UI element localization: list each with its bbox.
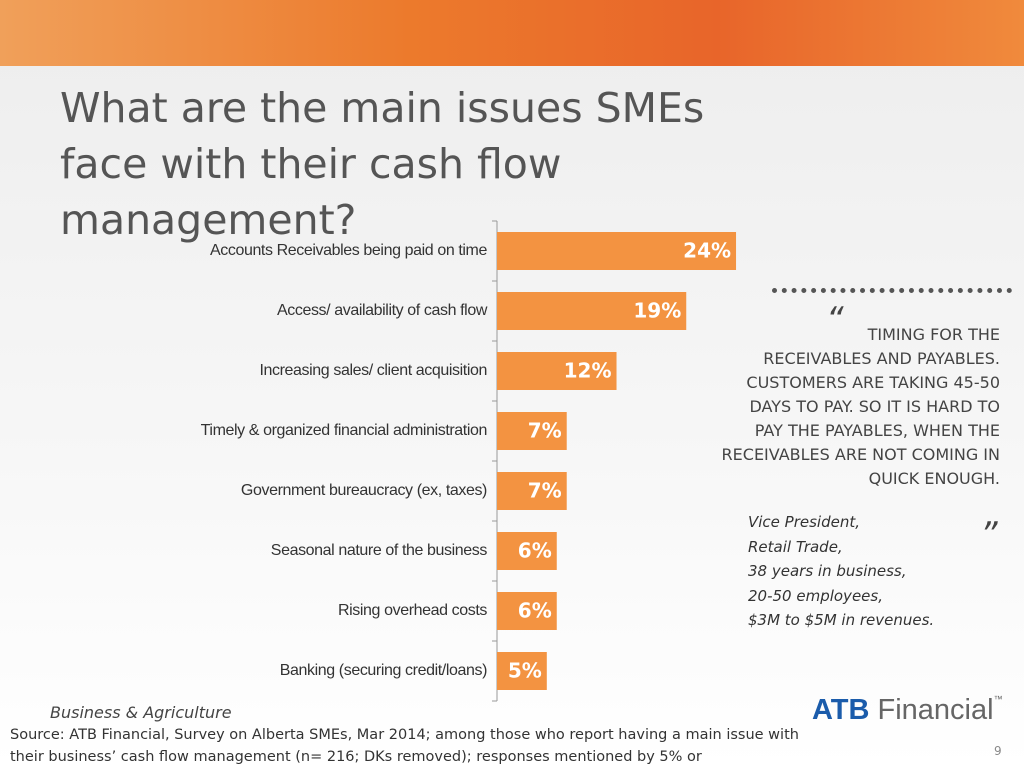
logo: ATB Financial™ — [812, 694, 1003, 727]
value-label: 19% — [633, 299, 681, 323]
bar — [497, 532, 557, 570]
bar — [497, 292, 687, 330]
category-label: Increasing sales/ client acquisition — [259, 362, 487, 379]
source-note: Source: ATB Financial, Survey on Alberta… — [10, 727, 799, 765]
attribution-line: $3M to $5M in revenues. — [748, 611, 935, 629]
logo-brand: ATB — [812, 694, 870, 726]
value-label: 24% — [683, 239, 731, 263]
header-banner — [0, 0, 1024, 66]
category-label: Seasonal nature of the business — [271, 542, 488, 559]
bar — [497, 412, 567, 450]
page-number: 9 — [994, 744, 1002, 758]
bar — [497, 232, 737, 270]
attribution: Vice President, Retail Trade, 38 years i… — [748, 510, 934, 633]
quote: TIMING FOR THE RECEIVABLES AND PAYABLES.… — [721, 325, 1000, 488]
section-label: Business & Agriculture — [50, 703, 232, 722]
category-label: Accounts Receivables being paid on time — [210, 242, 488, 259]
bar — [497, 472, 567, 510]
category-label: Timely & organized financial administrat… — [201, 422, 487, 439]
value-label: 12% — [564, 359, 612, 383]
slide-title: What are the main issues SMEs face with … — [60, 84, 705, 244]
value-label: 6% — [518, 539, 552, 563]
bar — [497, 352, 617, 390]
value-label: 7% — [528, 419, 562, 443]
category-label: Access/ availability of cash flow — [277, 302, 488, 319]
logo-mark: ™ — [993, 694, 1003, 704]
quote-close: ” — [980, 515, 998, 555]
attribution-line: 20-50 employees, — [748, 586, 883, 605]
category-label: Banking (securing credit/loans) — [280, 662, 487, 679]
attribution-line: 38 years in business, — [748, 562, 907, 580]
category-label: Rising overhead costs — [338, 602, 487, 619]
dotted-rule — [772, 288, 1012, 293]
logo-name: Financial — [877, 694, 994, 726]
bar — [497, 592, 557, 630]
value-label: 7% — [528, 479, 562, 503]
value-label: 6% — [518, 599, 552, 623]
quote-open: “ — [826, 300, 844, 340]
category-label: Government bureaucracy (ex, taxes) — [241, 482, 487, 499]
bar — [497, 652, 547, 690]
value-label: 5% — [508, 659, 542, 683]
attribution-line: Vice President, — [748, 513, 861, 531]
attribution-line: Retail Trade, — [748, 537, 843, 556]
